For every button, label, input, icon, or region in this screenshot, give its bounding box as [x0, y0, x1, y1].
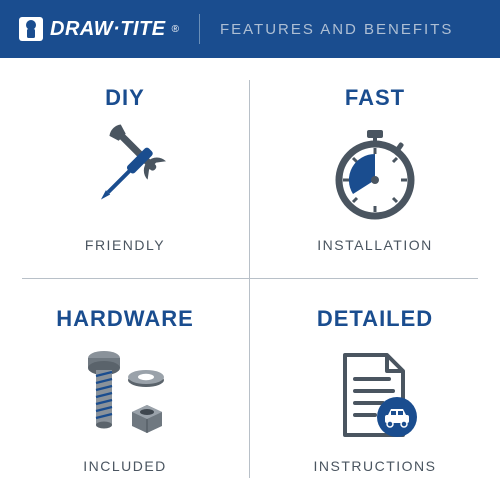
- cell-hardware: HARDWARE: [0, 279, 250, 500]
- cell-sub: INSTALLATION: [317, 237, 433, 253]
- cell-detailed: DETAILED: [250, 279, 500, 500]
- cell-diy: DIY FRIENDLY: [0, 58, 250, 279]
- brand-name: DRAW·TITE: [50, 18, 166, 41]
- document-vehicle-icon: [320, 340, 430, 450]
- cell-title: HARDWARE: [56, 306, 194, 332]
- header-bar: DRAW·TITE ® FEATURES AND BENEFITS: [0, 0, 500, 58]
- cell-sub: INSTRUCTIONS: [314, 458, 437, 474]
- cell-title: DETAILED: [317, 306, 433, 332]
- header-divider: [199, 14, 200, 44]
- cell-sub: INCLUDED: [83, 458, 167, 474]
- hitch-ball-icon: [18, 16, 44, 42]
- brand-logo: DRAW·TITE ®: [18, 16, 179, 42]
- cell-fast: FAST INSTALL: [250, 58, 500, 279]
- header-tagline: FEATURES AND BENEFITS: [220, 21, 453, 38]
- brand-reg: ®: [172, 24, 179, 35]
- cell-title: FAST: [345, 85, 405, 111]
- features-grid: DIY FRIENDLY FAST: [0, 58, 500, 500]
- cell-title: DIY: [105, 85, 145, 111]
- bolt-nut-washer-icon: [70, 340, 180, 450]
- wrench-screwdriver-icon: [70, 119, 180, 229]
- stopwatch-icon: [320, 119, 430, 229]
- cell-sub: FRIENDLY: [85, 237, 165, 253]
